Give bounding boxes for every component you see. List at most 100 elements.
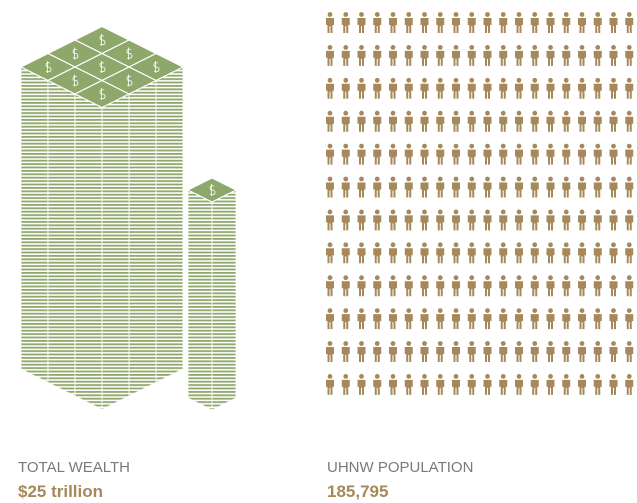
person-icon xyxy=(578,341,586,362)
person-icon xyxy=(625,144,633,165)
person-icon xyxy=(358,341,366,362)
person-body xyxy=(531,281,539,296)
person-body xyxy=(452,215,460,230)
person-body xyxy=(484,51,492,66)
person-body xyxy=(326,84,334,99)
person-body xyxy=(515,248,523,263)
person-body xyxy=(421,215,429,230)
person-body xyxy=(436,183,444,198)
person-head xyxy=(438,144,443,149)
person-body xyxy=(389,314,397,329)
person-icon xyxy=(326,111,334,132)
person-head xyxy=(359,177,364,182)
person-head xyxy=(359,111,364,116)
person-head xyxy=(532,210,537,215)
person-icon xyxy=(389,341,397,362)
person-icon xyxy=(531,45,539,66)
person-body xyxy=(421,347,429,362)
person-body xyxy=(373,150,381,165)
person-head xyxy=(532,177,537,182)
person-icon xyxy=(389,144,397,165)
person-body xyxy=(499,314,507,329)
person-head xyxy=(532,144,537,149)
person-body xyxy=(389,18,397,33)
person-body xyxy=(326,51,334,66)
person-icon xyxy=(578,45,586,66)
person-icon xyxy=(625,78,633,99)
person-body xyxy=(358,183,366,198)
person-head xyxy=(564,341,569,346)
person-head xyxy=(485,275,490,280)
person-head xyxy=(517,242,522,247)
person-head xyxy=(375,177,380,182)
person-body xyxy=(326,150,334,165)
person-icon xyxy=(326,177,334,198)
person-body xyxy=(373,117,381,132)
person-icon xyxy=(531,12,539,33)
person-body xyxy=(452,84,460,99)
person-head xyxy=(359,45,364,50)
person-body xyxy=(625,117,633,132)
person-body xyxy=(436,150,444,165)
person-head xyxy=(454,78,459,83)
person-icon xyxy=(468,341,476,362)
person-head xyxy=(611,144,616,149)
person-head xyxy=(548,12,553,17)
person-head xyxy=(422,374,427,379)
person-icon xyxy=(326,12,334,33)
person-icon xyxy=(468,144,476,165)
person-body xyxy=(578,183,586,198)
stack-left xyxy=(75,94,102,410)
person-head xyxy=(422,144,427,149)
person-icon xyxy=(531,275,539,296)
person-head xyxy=(359,308,364,313)
person-icon xyxy=(405,144,413,165)
person-head xyxy=(564,242,569,247)
person-body xyxy=(468,51,476,66)
person-icon xyxy=(515,242,523,263)
person-body xyxy=(421,150,429,165)
person-head xyxy=(422,308,427,313)
person-body xyxy=(421,117,429,132)
person-head xyxy=(328,12,333,17)
person-body xyxy=(625,150,633,165)
person-icon xyxy=(436,177,444,198)
person-head xyxy=(422,210,427,215)
person-body xyxy=(515,84,523,99)
person-head xyxy=(564,275,569,280)
person-head xyxy=(517,45,522,50)
person-body xyxy=(562,117,570,132)
person-body xyxy=(373,183,381,198)
money-stacks xyxy=(21,27,236,411)
person-head xyxy=(454,308,459,313)
person-head xyxy=(485,78,490,83)
person-head xyxy=(611,341,616,346)
person-head xyxy=(564,308,569,313)
person-head xyxy=(485,12,490,17)
person-icon xyxy=(326,308,334,329)
person-body xyxy=(578,117,586,132)
person-icon xyxy=(468,45,476,66)
person-head xyxy=(391,12,396,17)
person-head xyxy=(343,111,348,116)
person-icon xyxy=(326,210,334,231)
person-body xyxy=(484,347,492,362)
person-head xyxy=(422,275,427,280)
person-body xyxy=(452,18,460,33)
person-body xyxy=(547,281,555,296)
person-body xyxy=(578,347,586,362)
person-icon xyxy=(389,275,397,296)
person-head xyxy=(627,45,632,50)
person-head xyxy=(564,210,569,215)
person-head xyxy=(375,242,380,247)
person-body xyxy=(610,215,618,230)
person-head xyxy=(375,275,380,280)
person-body xyxy=(484,215,492,230)
person-body xyxy=(452,150,460,165)
person-icon xyxy=(342,78,350,99)
person-icon xyxy=(405,111,413,132)
person-body xyxy=(484,84,492,99)
person-icon xyxy=(373,177,381,198)
person-icon xyxy=(452,144,460,165)
person-body xyxy=(515,150,523,165)
